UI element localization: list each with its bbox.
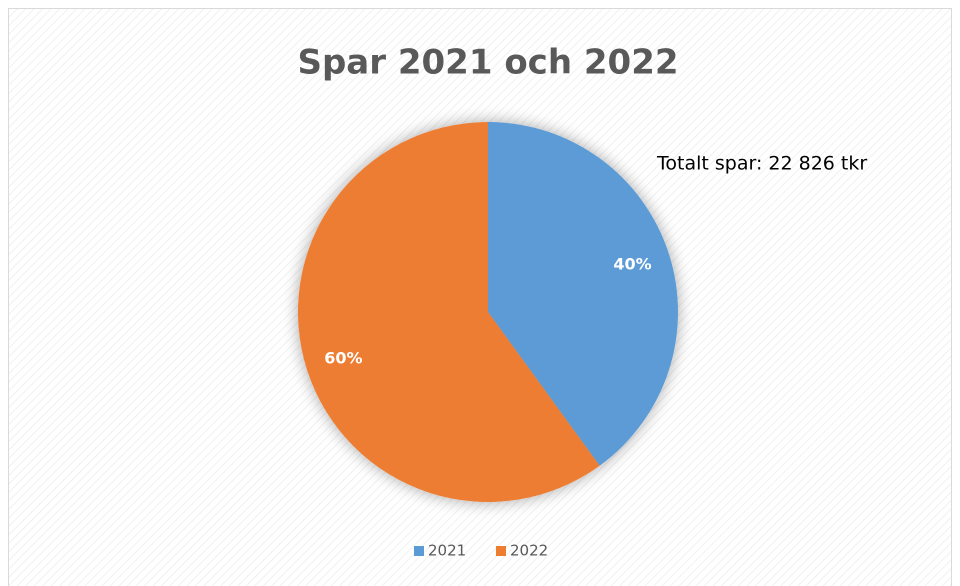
legend-label: 2021 [428,542,466,560]
data-label: 40% [613,255,651,274]
legend: 2021 2022 [414,542,548,560]
labels: 40% 60% [324,255,651,368]
chart-title: Spar 2021 och 2022 [297,43,678,83]
pie-slice [297,122,600,503]
legend-label: 2022 [510,542,548,560]
legend-swatch [414,546,424,556]
pie [297,122,678,503]
pie-slice [488,122,678,466]
annotation: Totalt spar: 22 826 tkr [656,153,867,175]
data-label: 60% [324,348,362,367]
legend-swatch [496,546,506,556]
